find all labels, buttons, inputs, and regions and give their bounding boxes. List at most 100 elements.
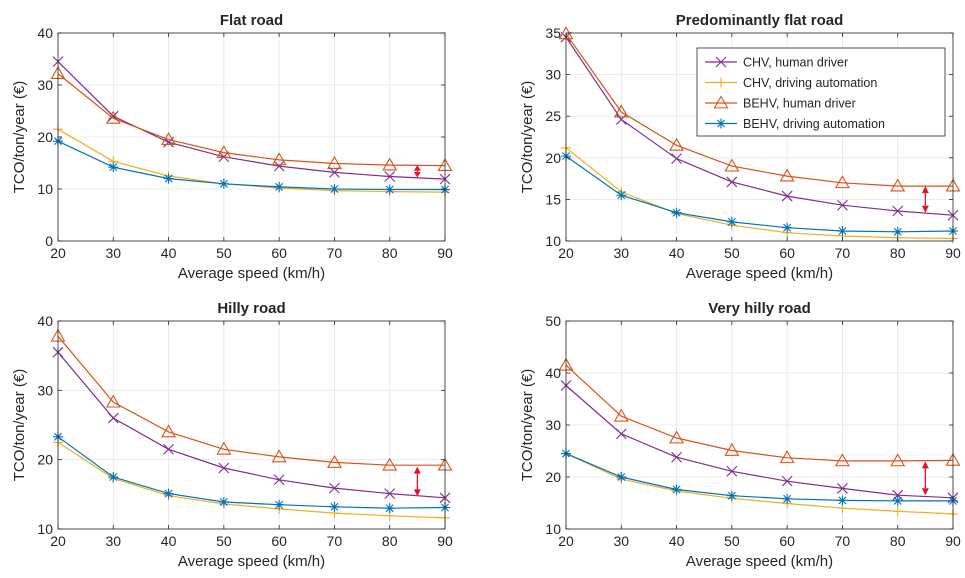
data-point xyxy=(161,131,177,146)
difference-arrow-head-down xyxy=(413,171,421,178)
x-tick-label: 90 xyxy=(945,533,961,549)
legend-marker xyxy=(716,77,726,88)
series-line-2 xyxy=(565,453,954,515)
x-tick-label: 70 xyxy=(835,245,851,261)
chart-title: Hilly road xyxy=(217,300,285,317)
y-tick-label: 30 xyxy=(37,382,53,398)
data-point xyxy=(781,475,793,487)
x-tick-label: 40 xyxy=(669,533,685,549)
x-tick-label: 30 xyxy=(613,245,629,261)
series-line-3 xyxy=(565,364,954,462)
y-tick-label: 30 xyxy=(37,77,53,93)
axes-box xyxy=(565,32,954,242)
chart-panel-2: 20 30 40 50 60 70 80 90 10 15 20 25 30 35 Predominantl… xyxy=(519,12,961,282)
difference-arrow-head-up xyxy=(413,165,421,171)
difference-arrow-head-down xyxy=(413,489,421,497)
y-tick-label: 40 xyxy=(37,25,53,41)
x-tick-label: 80 xyxy=(890,245,906,261)
data-point xyxy=(890,453,906,467)
difference-arrow-head-down xyxy=(921,488,929,496)
data-point xyxy=(671,484,682,495)
data-point xyxy=(271,152,287,166)
y-tick-label: 50 xyxy=(545,313,561,329)
data-point xyxy=(671,451,682,463)
legend-marker xyxy=(715,56,727,68)
data-point xyxy=(726,490,737,501)
x-axis-label: Average speed (km/h) xyxy=(178,265,325,282)
data-point xyxy=(892,226,903,237)
difference-arrow-head-down xyxy=(921,205,929,213)
data-point xyxy=(329,184,340,194)
data-point xyxy=(892,489,904,501)
x-tick-label: 60 xyxy=(271,245,287,261)
data-point xyxy=(105,110,121,124)
y-tick-label: 10 xyxy=(37,521,53,537)
series-line-4 xyxy=(57,436,446,509)
x-tick-label: 80 xyxy=(890,533,906,549)
x-tick-label: 20 xyxy=(50,533,66,549)
data-point xyxy=(216,441,232,455)
data-point xyxy=(218,462,230,474)
data-point xyxy=(669,137,685,151)
series-line-1 xyxy=(57,351,446,499)
data-point xyxy=(384,503,395,514)
x-axis-label: Average speed (km/h) xyxy=(686,265,833,282)
x-tick-label: 50 xyxy=(724,245,740,261)
difference-arrow-head-up xyxy=(921,186,929,194)
series-line-4 xyxy=(565,453,953,502)
y-tick-label: 10 xyxy=(545,521,561,537)
data-point xyxy=(834,453,850,467)
x-tick-label: 30 xyxy=(613,533,629,549)
data-point xyxy=(724,442,740,456)
data-point xyxy=(671,153,682,165)
data-point xyxy=(108,472,119,482)
data-point xyxy=(107,412,119,424)
x-tick-label: 50 xyxy=(216,245,232,261)
legend-label: BEHV, driving automation xyxy=(743,117,885,131)
data-point xyxy=(384,488,396,500)
x-tick-label: 90 xyxy=(437,245,453,261)
x-tick-label: 60 xyxy=(779,245,795,261)
x-tick-label: 60 xyxy=(271,533,287,549)
y-tick-label: 15 xyxy=(545,191,561,207)
data-point xyxy=(669,430,685,444)
x-tick-label: 50 xyxy=(216,533,232,549)
data-point xyxy=(892,506,903,517)
x-tick-label: 30 xyxy=(105,245,121,261)
data-point xyxy=(726,176,738,188)
chart-title: Very hilly road xyxy=(708,300,811,317)
x-tick-label: 20 xyxy=(558,533,574,549)
y-tick-label: 35 xyxy=(545,25,561,41)
legend-marker xyxy=(713,95,729,109)
y-tick-label: 40 xyxy=(545,365,561,381)
data-point xyxy=(726,216,737,227)
data-point xyxy=(384,171,396,182)
series-line-2 xyxy=(57,441,446,519)
x-tick-label: 70 xyxy=(327,245,343,261)
series-line-3 xyxy=(57,335,445,466)
legend-label: BEHV, human driver xyxy=(743,97,856,111)
data-point xyxy=(105,394,121,408)
data-point xyxy=(890,178,906,192)
difference-arrow-head-up xyxy=(413,466,421,474)
y-axis-label: TCO/ton/year (€) xyxy=(519,369,536,482)
legend-label: CHV, driving automation xyxy=(743,76,877,90)
data-point xyxy=(163,443,174,455)
data-point xyxy=(671,207,682,218)
data-point xyxy=(779,450,795,464)
x-tick-label: 50 xyxy=(724,533,740,549)
x-axis-label: Average speed (km/h) xyxy=(178,553,325,570)
data-point xyxy=(781,190,793,202)
y-tick-label: 20 xyxy=(545,150,561,166)
data-point xyxy=(218,178,229,189)
data-point xyxy=(329,482,340,494)
data-point xyxy=(326,155,342,169)
data-point xyxy=(615,428,627,440)
axes-box xyxy=(57,320,446,530)
legend-label: CHV, human driver xyxy=(743,56,848,70)
chart-title: Predominantly flat road xyxy=(676,12,844,29)
x-tick-label: 20 xyxy=(558,245,574,261)
